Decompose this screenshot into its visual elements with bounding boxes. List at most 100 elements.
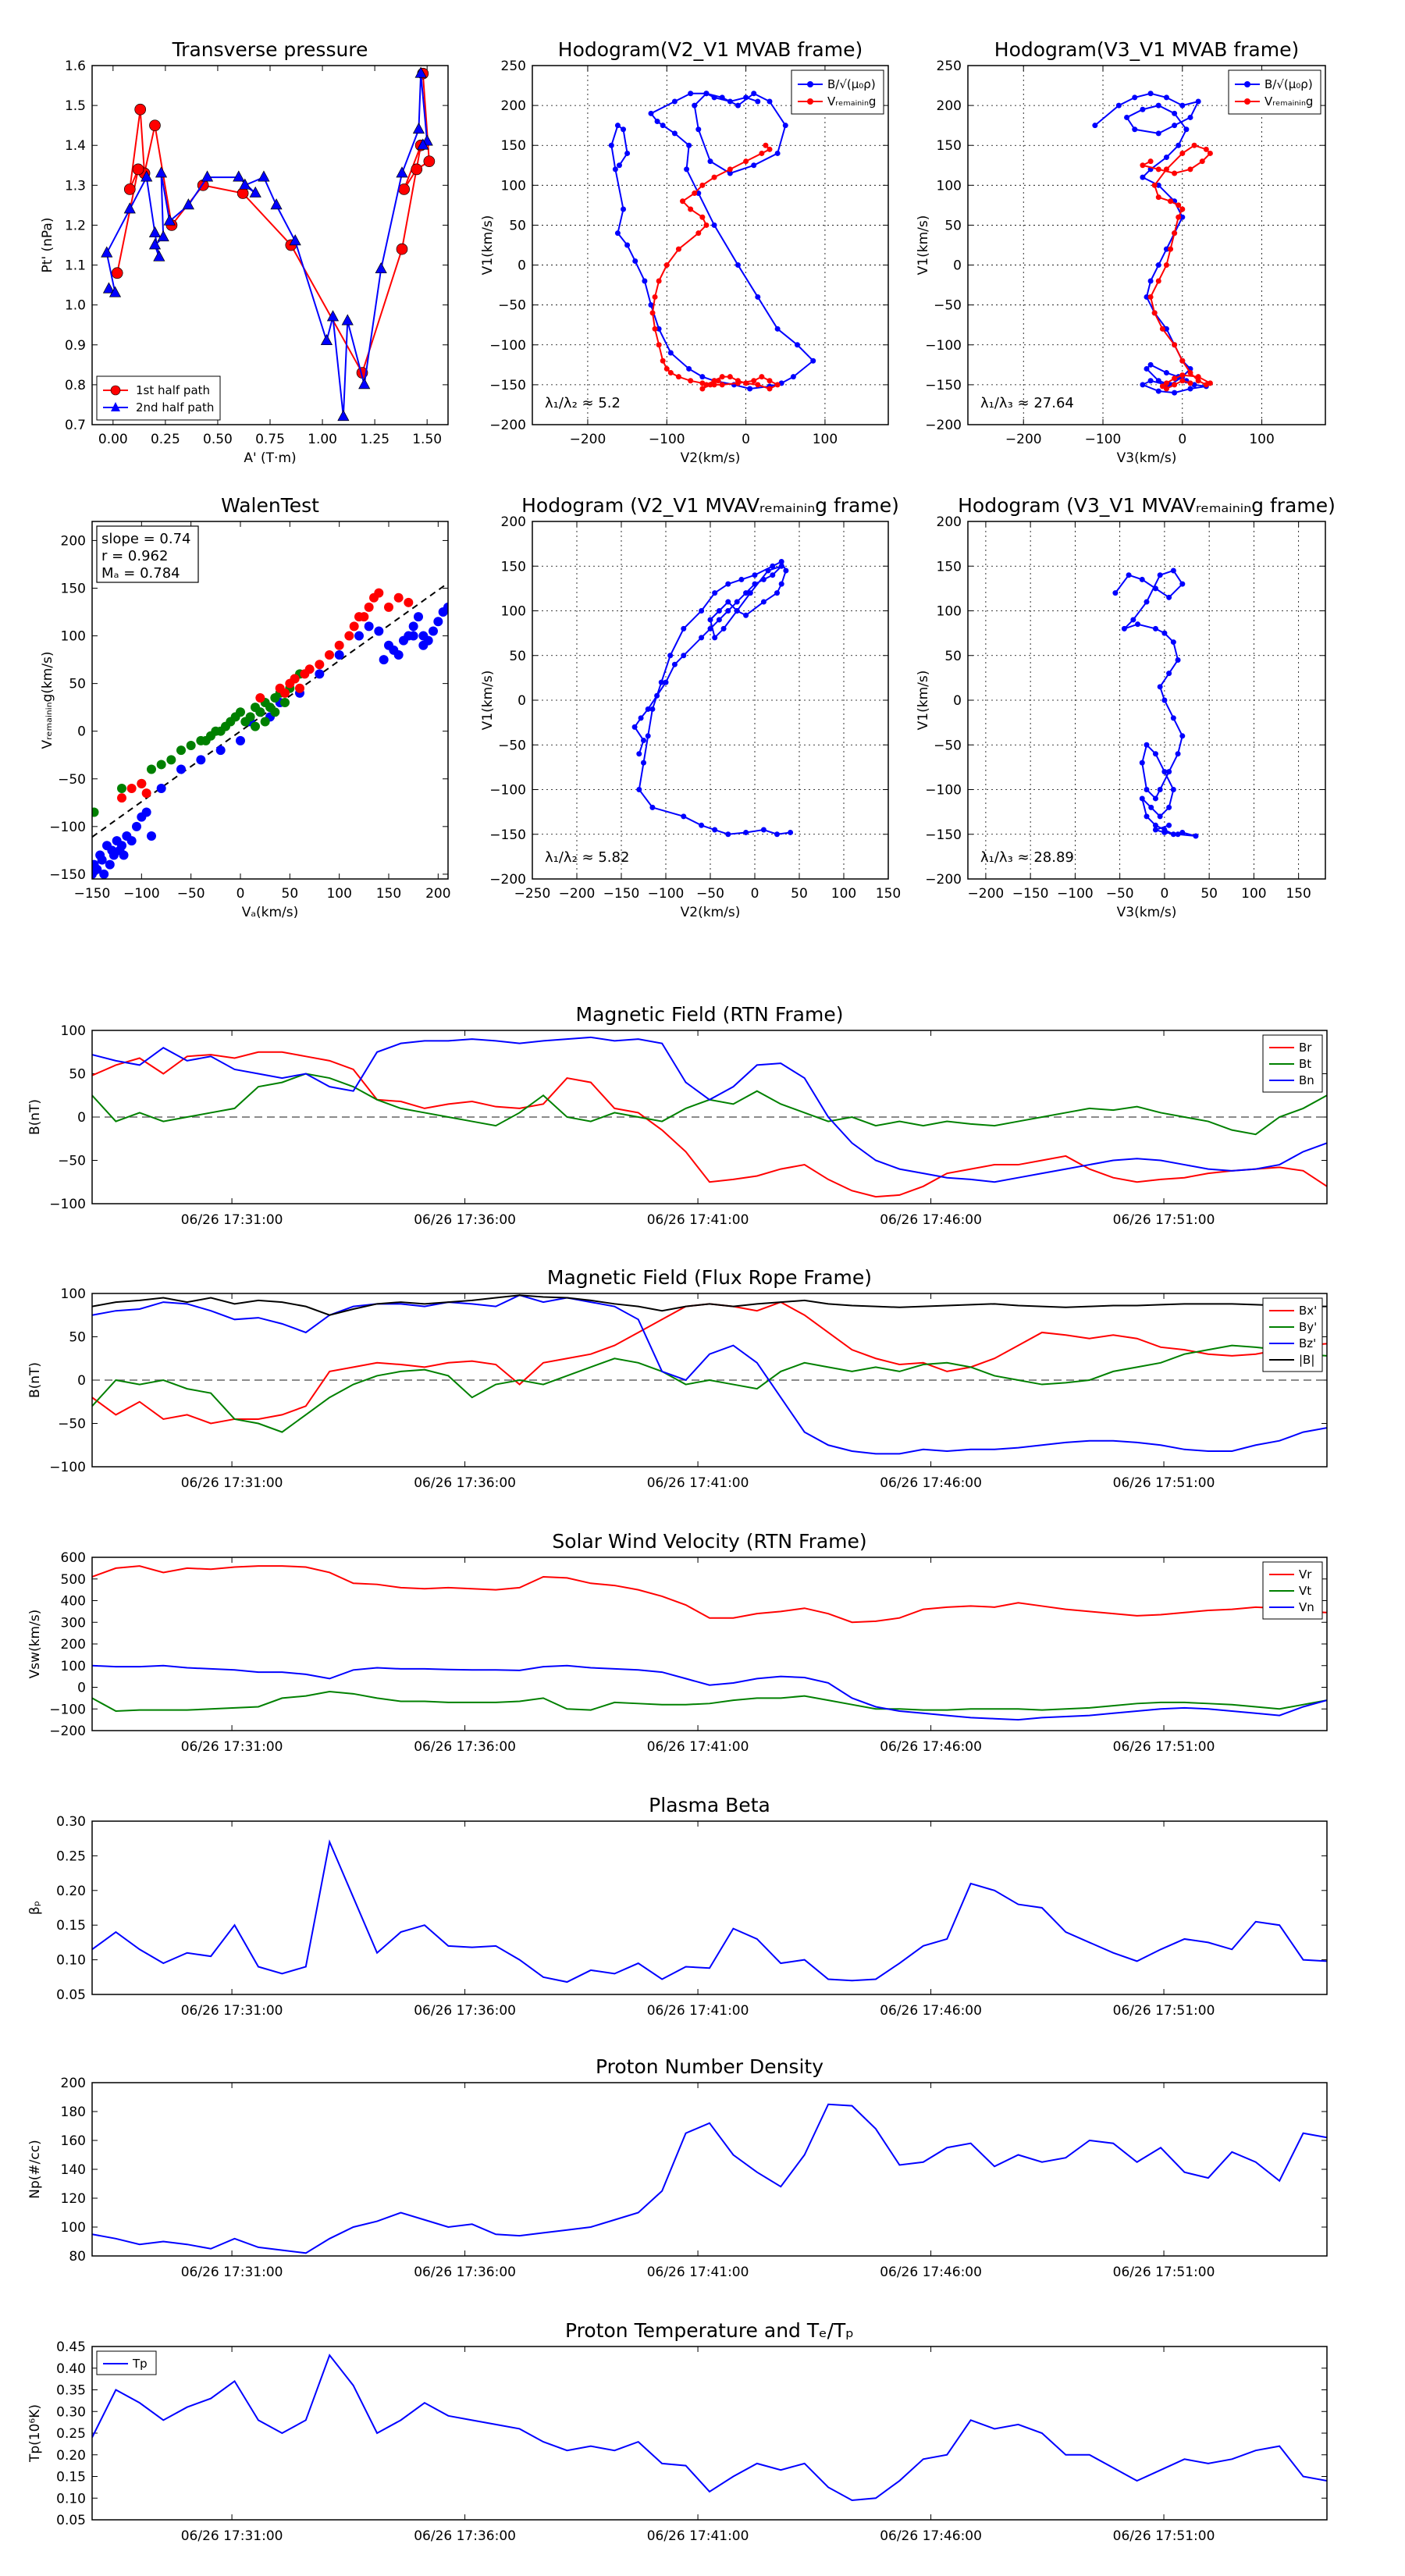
- data-point: [656, 326, 662, 332]
- data-point: [443, 602, 448, 612]
- data-point: [727, 166, 733, 173]
- y-tick-label: 0.25: [56, 1848, 86, 1864]
- data-point: [236, 707, 245, 717]
- data-point: [326, 310, 340, 322]
- plot-frame: [91, 1293, 1328, 1468]
- stats-box: [96, 525, 199, 583]
- data-point: [720, 625, 727, 632]
- data-point: [408, 621, 418, 632]
- chart-title: Hodogram (V2_V1 MVAVᵣₑₘₐᵢₙᵢₙg frame): [521, 494, 899, 517]
- y-tick-label: −200: [925, 418, 962, 433]
- data-point: [734, 608, 740, 614]
- data-point: [1157, 813, 1163, 820]
- y-tick-label: 400: [61, 1594, 86, 1610]
- data-point: [1193, 833, 1199, 839]
- data-point: [1166, 822, 1172, 828]
- data-point: [155, 166, 168, 178]
- x-tick-label: 0: [742, 432, 750, 447]
- legend-marker: [110, 385, 121, 396]
- x-tick-label: 1.25: [360, 432, 389, 447]
- plot-frame: [91, 2082, 1328, 2257]
- stats-text: Mₐ = 0.784: [101, 565, 180, 582]
- data-point: [334, 649, 344, 660]
- x-tick-label: 06/26 17:41:00: [647, 2265, 749, 2280]
- data-point: [1112, 590, 1119, 596]
- data-point: [681, 625, 687, 632]
- legend-label: Vt: [1299, 1584, 1311, 1598]
- data-point: [751, 162, 757, 169]
- data-point: [1151, 182, 1158, 188]
- data-point: [1155, 130, 1161, 137]
- walen-test-panel: WalenTest −150 −100 −50 0 50 100 150 200 −150 −100…: [40, 494, 451, 920]
- data-point: [1191, 142, 1197, 148]
- data-point: [703, 222, 710, 228]
- data-point: [656, 278, 662, 284]
- data-point: [1166, 594, 1172, 600]
- y-tick-label: 0.10: [56, 2491, 86, 2507]
- data-point: [725, 608, 731, 614]
- data-point: [614, 123, 621, 129]
- data-point: [671, 98, 678, 105]
- data-point: [636, 787, 642, 792]
- data-point: [149, 119, 161, 132]
- data-point: [1155, 166, 1161, 173]
- data-point: [1161, 697, 1168, 703]
- y-tick-label: 0.30: [56, 1814, 86, 1830]
- data-point: [645, 706, 651, 712]
- data-point: [1144, 599, 1150, 605]
- data-point: [738, 576, 745, 582]
- data-point: [255, 692, 265, 703]
- data-point: [654, 692, 660, 699]
- series-line: [1094, 92, 1207, 394]
- data-point: [176, 745, 186, 756]
- x-tick-label: 06/26 17:36:00: [414, 1739, 516, 1755]
- data-point: [1139, 795, 1145, 802]
- data-point: [359, 612, 369, 622]
- data-point: [236, 735, 245, 745]
- x-tick-label: 0: [1178, 432, 1186, 447]
- series-line-beta: [92, 1839, 1327, 1984]
- y-tick-label: 100: [501, 178, 526, 194]
- data-point: [315, 669, 325, 679]
- data-point: [270, 198, 283, 210]
- y-tick-label: 100: [937, 604, 962, 620]
- y-axis-label: Np(#/cc): [27, 2140, 43, 2198]
- data-point: [258, 170, 270, 182]
- data-point: [663, 262, 670, 269]
- x-tick-label: 06/26 17:31:00: [181, 2003, 283, 2019]
- y-tick-label: 140: [61, 2162, 86, 2178]
- data-point: [645, 733, 651, 739]
- y-tick-label: 150: [937, 138, 962, 154]
- x-tick-label: 0.75: [255, 432, 285, 447]
- data-point: [1207, 150, 1213, 156]
- legend-label: Vᵣₑₘₐᵢₙᵢₙg: [1264, 94, 1313, 109]
- data-point: [648, 302, 654, 308]
- data-point: [1187, 370, 1193, 376]
- y-tick-label: 120: [61, 2191, 86, 2207]
- x-tick-label: 150: [876, 886, 901, 902]
- data-point: [1179, 733, 1186, 739]
- data-point: [411, 163, 423, 176]
- data-point: [707, 382, 713, 388]
- data-point: [765, 568, 771, 574]
- chart-title: Magnetic Field (Flux Rope Frame): [547, 1266, 872, 1289]
- data-point: [315, 660, 325, 670]
- legend-marker: [1244, 81, 1250, 87]
- y-tick-label: 0: [77, 724, 86, 740]
- x-tick-label: 06/26 17:46:00: [880, 1212, 982, 1228]
- y-tick-label: 0.35: [56, 2383, 86, 2399]
- y-tick-label: −150: [489, 827, 526, 843]
- y-axis-label: βₚ: [27, 1901, 43, 1915]
- data-point: [408, 631, 418, 641]
- data-point: [1179, 358, 1186, 364]
- data-point: [1172, 230, 1178, 237]
- data-point: [711, 174, 717, 180]
- data-point: [712, 590, 718, 596]
- series-line-by: [92, 1344, 1327, 1433]
- data-point: [715, 378, 721, 384]
- data-point: [186, 741, 196, 751]
- data-point: [1155, 388, 1161, 394]
- y-tick-label: 0.20: [56, 2448, 86, 2464]
- data-point: [688, 91, 694, 97]
- data-point: [1179, 206, 1186, 212]
